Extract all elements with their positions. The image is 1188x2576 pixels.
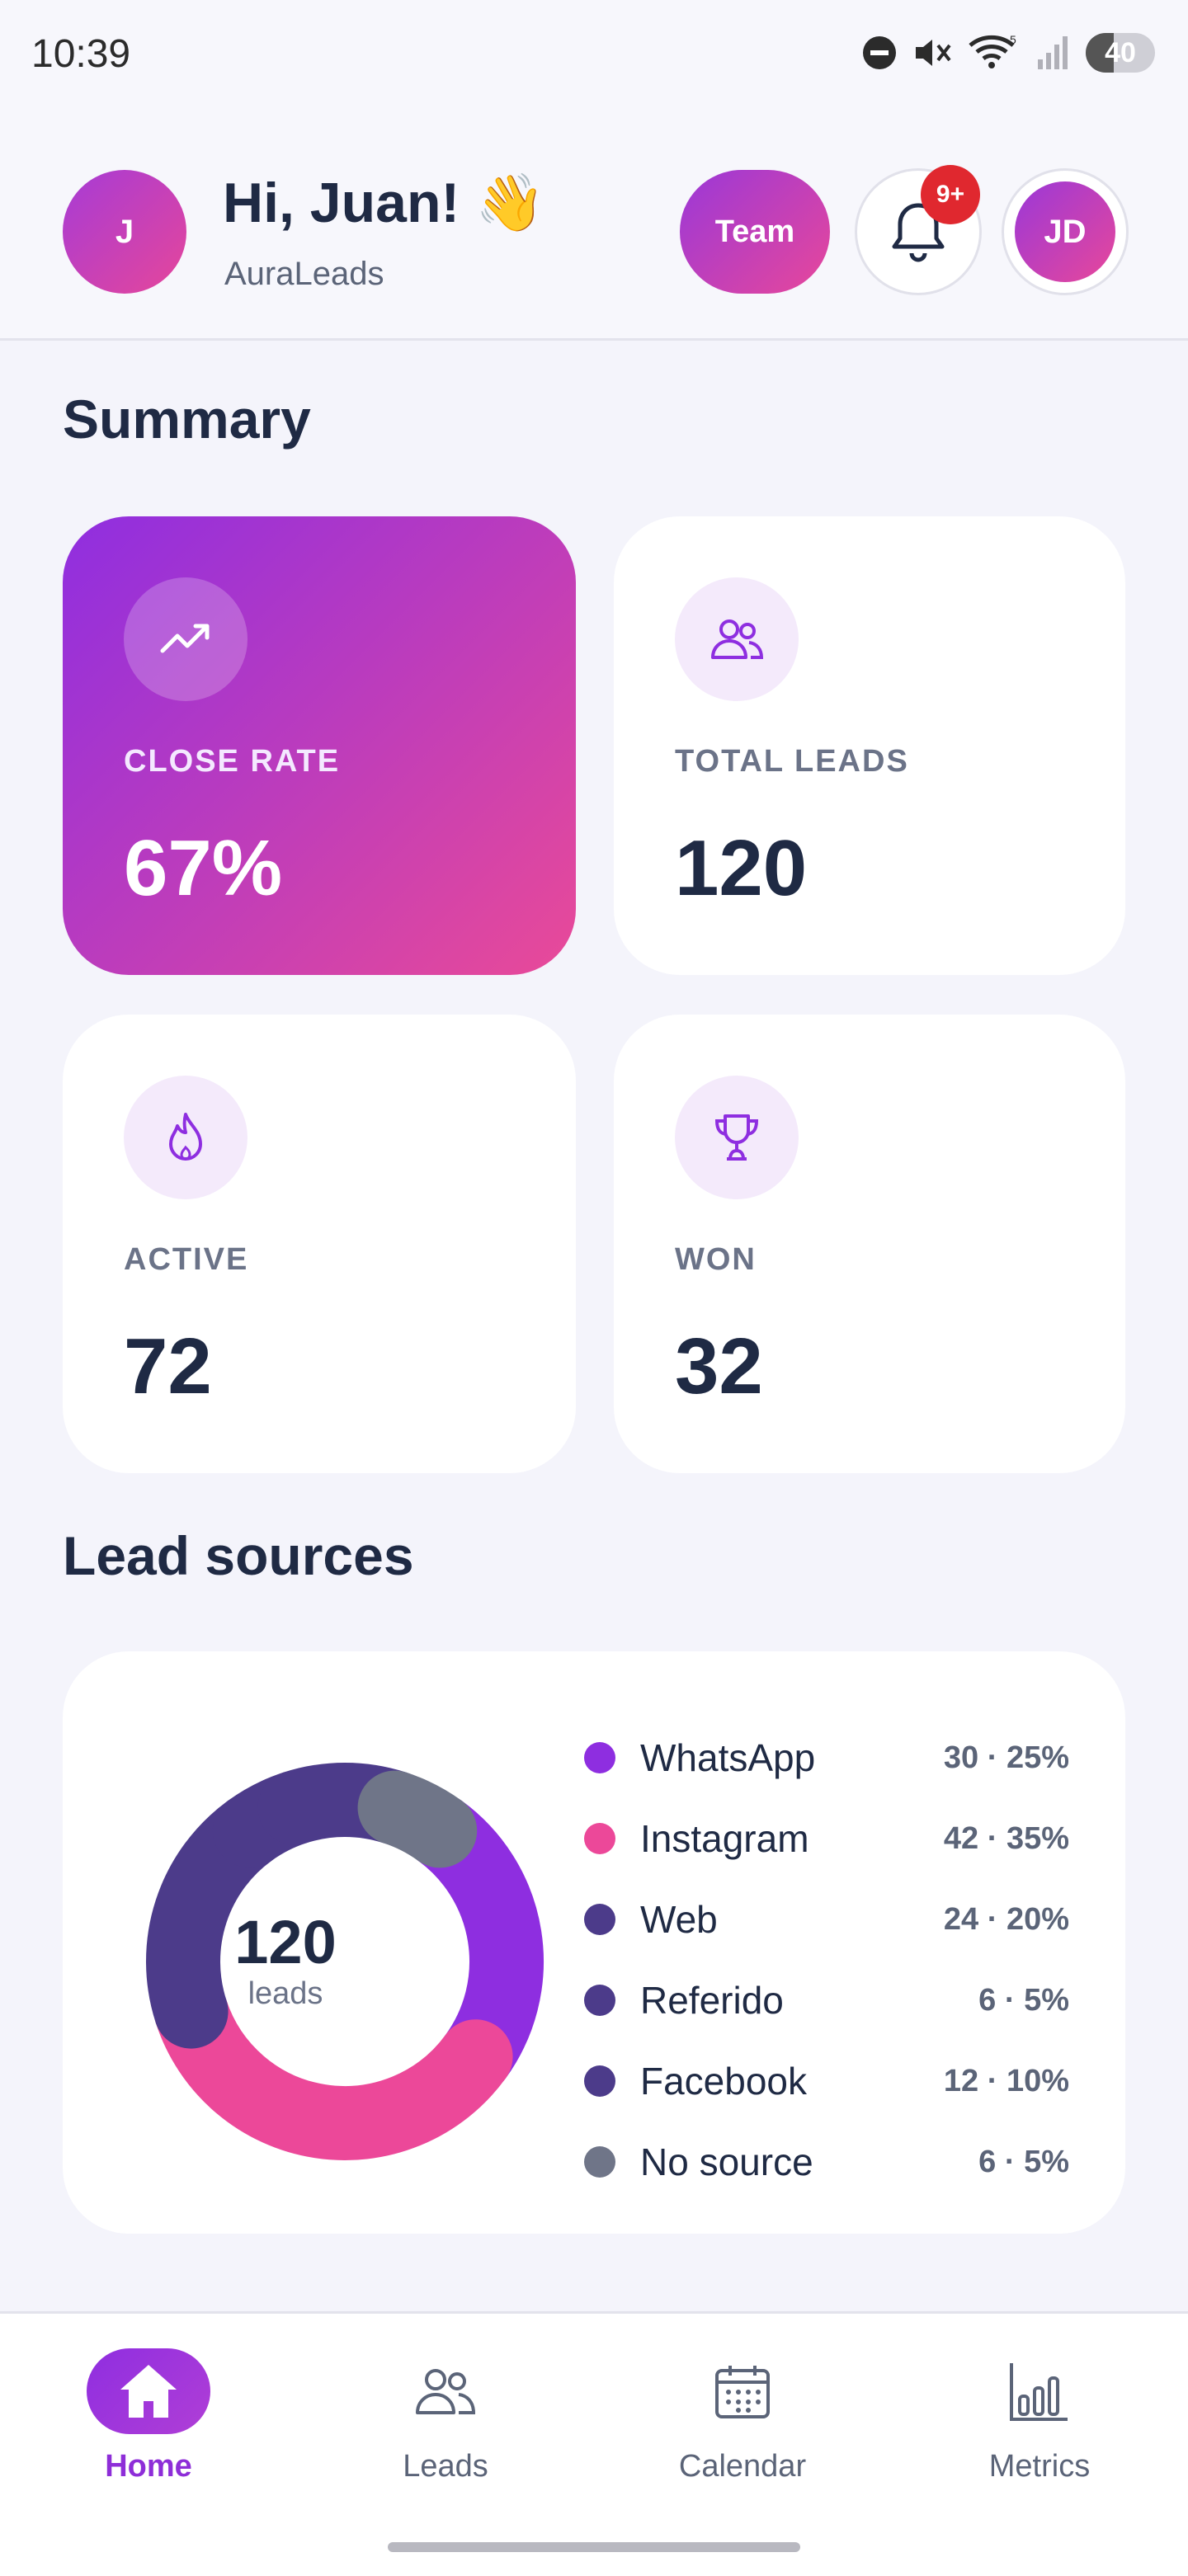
legend-value: 24 · 20% [943,1902,1069,1937]
lead-sources-legend: WhatsApp 30 · 25% Instagram 42 · 35% Web 24 ·… [582,1717,1069,2202]
nav-calendar[interactable]: Calendar [594,2348,891,2497]
card-value: 120 [675,824,808,912]
card-label: CLOSE RATE [124,744,341,779]
notification-badge: 9+ [921,165,980,224]
legend-value: 6 · 5% [978,1983,1069,2018]
nav-label: Leads [403,2449,488,2484]
trophy-icon [675,1076,799,1199]
legend-dot [584,1985,615,2016]
legend-value: 42 · 35% [943,1821,1069,1856]
legend-dot [584,1904,615,1935]
svg-text:5: 5 [1010,34,1016,46]
legend-dot [584,2065,615,2097]
legend-item: Instagram 42 · 35% [582,1798,1069,1879]
donut-center-label: leads [248,1976,323,2011]
nav-label: Calendar [678,2449,807,2484]
card-label: TOTAL LEADS [675,744,909,779]
nav-leads[interactable]: Leads [297,2348,594,2497]
status-icons: 5 40 [861,33,1155,73]
nav-label: Metrics [988,2449,1091,2484]
legend-item: Referido 6 · 5% [582,1960,1069,2041]
donut-segment-instagram [153,1974,513,2160]
summary-title: Summary [63,389,311,450]
user-initials: JD [1015,181,1115,282]
lead-sources-title: Lead sources [63,1525,414,1586]
legend-item: WhatsApp 30 · 25% [582,1717,1069,1798]
total-leads-card[interactable]: TOTAL LEADS 120 [614,516,1125,975]
lead-sources-donut [146,1763,544,2160]
card-label: ACTIVE [124,1242,249,1277]
mute-icon [916,40,951,66]
legend-value: 12 · 10% [943,2064,1069,2098]
home-icon [87,2348,210,2434]
bar-chart-icon [978,2348,1101,2434]
greeting-title: Hi, Juan! 👋 [223,172,545,234]
calendar-icon [681,2348,804,2434]
users-icon [675,577,799,701]
battery-icon: 40 [1086,33,1155,73]
card-label: WON [675,1242,757,1277]
brand-name: AuraLeads [224,256,384,292]
legend-name: Web [640,1898,718,1941]
status-time: 10:39 [31,32,131,76]
legend-dot [584,1742,615,1773]
bottom-nav: Home Leads Calendar Metrics [0,2311,1188,2576]
user-avatar-button[interactable]: JD [1002,168,1129,295]
legend-dot [584,1823,615,1854]
flame-icon [124,1076,248,1199]
card-value: 67% [124,824,283,912]
legend-name: Facebook [640,2060,808,2103]
team-button[interactable]: Team [680,170,830,294]
legend-item: Facebook 12 · 10% [582,2041,1069,2122]
app-header: J Hi, Juan! 👋 AuraLeads Team 9+ JD [0,115,1188,341]
dnd-icon [863,36,896,69]
home-indicator [388,2542,800,2552]
legend-name: WhatsApp [640,1736,816,1779]
nav-label: Home [105,2449,192,2484]
legend-value: 6 · 5% [978,2145,1069,2179]
close-rate-card[interactable]: CLOSE RATE 67% [63,516,576,975]
legend-name: Referido [640,1979,784,2022]
legend-name: Instagram [640,1817,809,1860]
donut-center-value: 120 [234,1908,337,1976]
legend-dot [584,2146,615,2178]
won-card[interactable]: WON 32 [614,1015,1125,1473]
active-card[interactable]: ACTIVE 72 [63,1015,576,1473]
nav-home[interactable]: Home [0,2348,297,2497]
wifi-icon: 5 [969,34,1016,68]
battery-level: 40 [1105,36,1136,68]
status-bar: 10:39 5 40 [0,0,1188,115]
users-icon [384,2348,507,2434]
signal-icon [1038,36,1068,69]
legend-name: No source [640,2140,813,2183]
trending-up-icon [124,577,248,701]
nav-metrics[interactable]: Metrics [891,2348,1188,2497]
avatar[interactable]: J [63,170,186,294]
legend-item: No source 6 · 5% [582,2122,1069,2202]
lead-sources-card: 120 leads WhatsApp 30 · 25% Instagram 42 · … [63,1651,1125,2234]
donut-segment-no-source [357,1770,478,1868]
card-value: 32 [675,1322,763,1410]
legend-value: 30 · 25% [943,1740,1069,1775]
legend-item: Web 24 · 20% [582,1879,1069,1960]
card-value: 72 [124,1322,212,1410]
